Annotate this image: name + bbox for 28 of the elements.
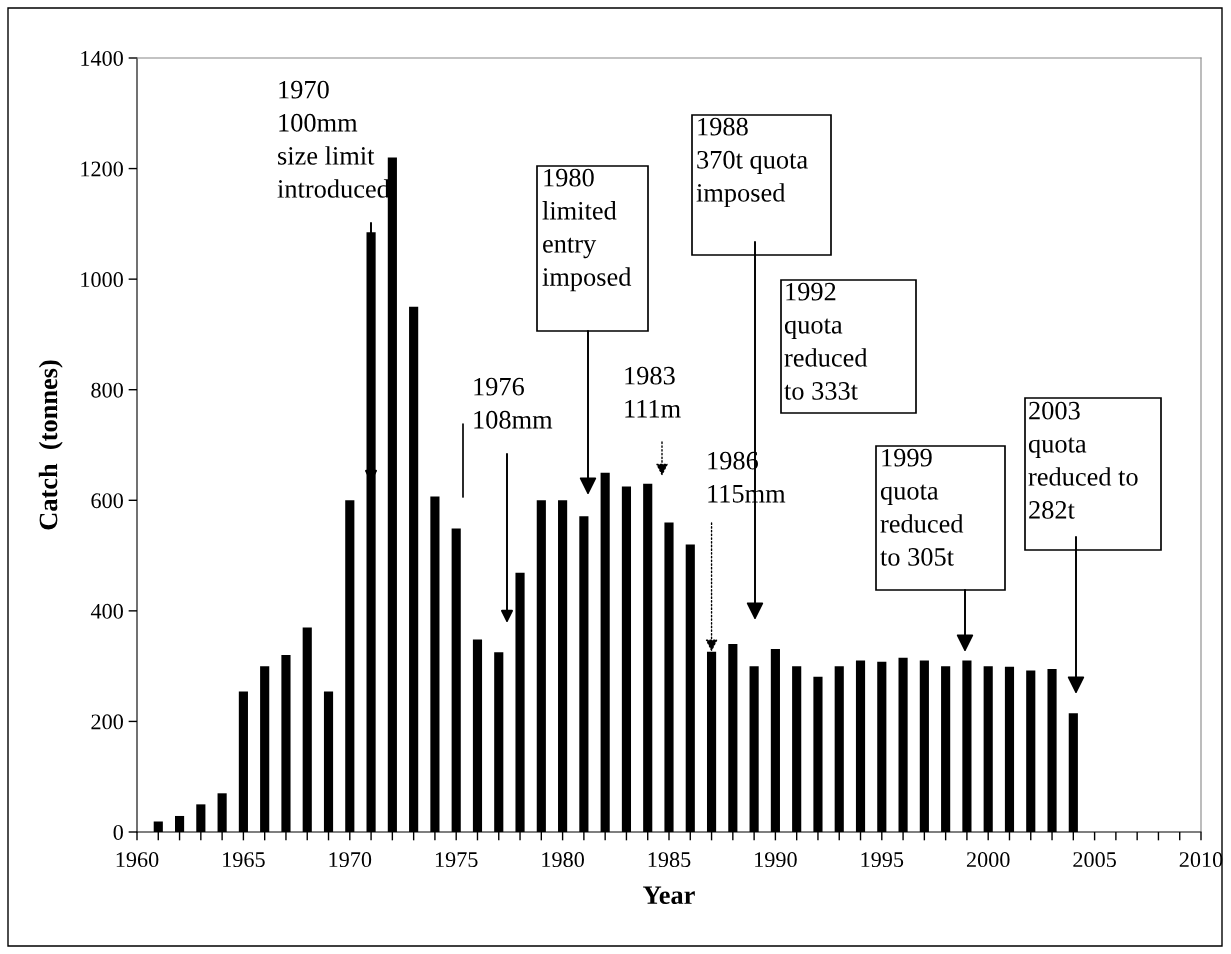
y-tick-label: 1200 [81, 161, 123, 177]
x-tick-label: 1960 [116, 852, 159, 868]
annotation: 1992 quota reduced to 333t [784, 282, 868, 400]
annotation: 1988 370t quota imposed [696, 117, 808, 208]
x-tick-label: 1990 [755, 852, 797, 868]
y-tick-label: 800 [91, 382, 123, 398]
annotation: 1970 100mm size limit introduced [277, 80, 390, 198]
y-axis-title: Catch (tonnes) [38, 360, 63, 530]
x-tick-label: 2005 [1073, 852, 1116, 868]
y-tick-label: 400 [90, 603, 123, 619]
y-tick-label: 1400 [81, 50, 123, 66]
y-tick-label: 0 [113, 824, 123, 840]
x-tick-label: 2000 [966, 852, 1010, 868]
x-tick-label: 1975 [435, 852, 478, 868]
x-axis-title: Year [643, 886, 695, 905]
x-tick-label: 1985 [648, 852, 691, 868]
y-tick-label: 1000 [81, 272, 123, 288]
x-tick-label: 1970 [329, 852, 372, 868]
annotation: 1976 108mm [474, 377, 553, 429]
annotation: 1980 limited entry imposed [542, 168, 632, 292]
annotation: 1999 quota reduced to 305t [880, 448, 964, 566]
y-tick-label: 600 [91, 493, 123, 509]
annotation: 2003 quota reduced to 282t [1028, 401, 1138, 519]
x-tick-label: 1995 [861, 852, 904, 868]
x-tick-label: 1980 [542, 852, 584, 868]
x-tick-label: 1965 [223, 852, 265, 868]
y-tick-label: 200 [91, 714, 123, 730]
annotation: 1983 111m [625, 366, 681, 418]
